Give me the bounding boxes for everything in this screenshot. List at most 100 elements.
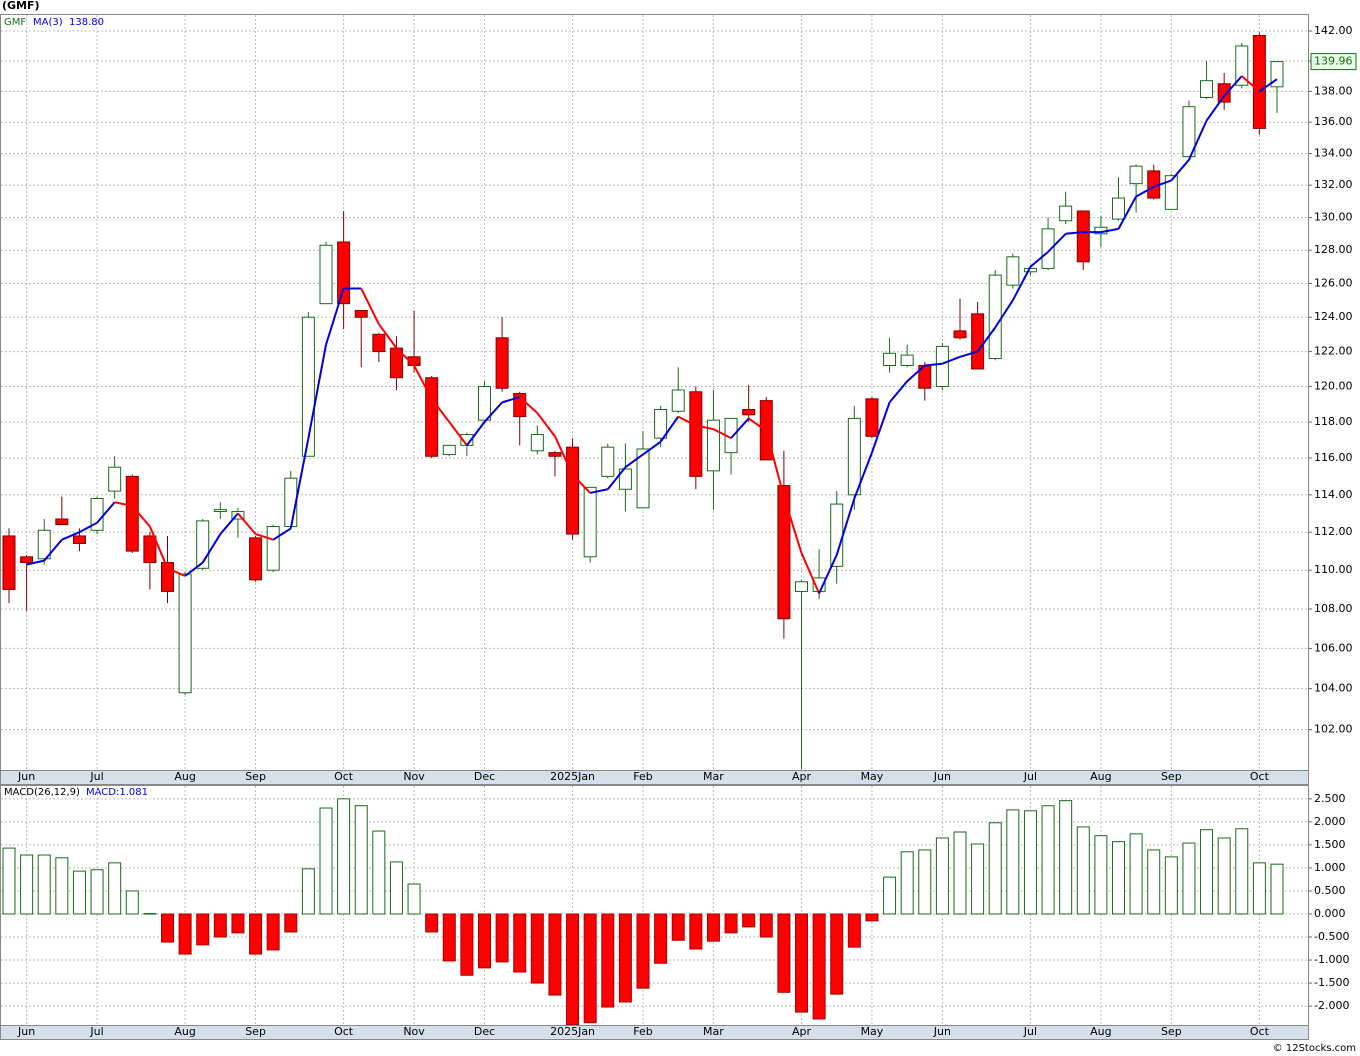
ma-line (1188, 120, 1208, 161)
macd-bar (442, 913, 456, 962)
candle-body (178, 573, 192, 694)
macd-bar (1164, 856, 1178, 915)
x-axis-strip (0, 1025, 1309, 1040)
ma-line (888, 380, 908, 404)
candle-body (777, 485, 791, 620)
ma-line (959, 350, 978, 358)
x-tick-label: Jul (1023, 1025, 1037, 1038)
ma-line (800, 552, 821, 594)
macd-bar (319, 807, 333, 915)
ma-line (43, 539, 63, 562)
y-tick-label: 1.000 (1314, 861, 1346, 874)
chart-title: (GMF) (2, 0, 40, 12)
ma-line (307, 344, 327, 439)
macd-bar (988, 822, 1002, 915)
macd-bar (777, 913, 791, 993)
macd-bar (301, 868, 315, 915)
candle-body (671, 389, 685, 412)
y-tick-label: 0.500 (1314, 884, 1346, 897)
macd-bar (1235, 828, 1249, 915)
legend-entry: MA(3) (33, 17, 63, 28)
macd-bar (90, 869, 104, 915)
ma-line (395, 347, 415, 367)
y-tick-label: 0.000 (1314, 907, 1346, 920)
macd-bar (1252, 862, 1266, 915)
y-tick-label: -1.000 (1314, 953, 1349, 966)
ma-line (730, 417, 750, 439)
candle-body (847, 417, 861, 496)
ma-line (853, 452, 873, 499)
candle-body (530, 434, 544, 452)
candle-body (1023, 267, 1037, 273)
macd-bar (460, 913, 474, 976)
candle-body (636, 448, 650, 509)
x-tick-label: Jul (1023, 770, 1037, 783)
x-tick-label: May (861, 770, 884, 783)
ma-line (765, 430, 785, 497)
macd-bar (812, 913, 826, 1020)
candle-body (354, 309, 368, 318)
ma-line (78, 521, 98, 534)
ma-line (1047, 233, 1067, 253)
x-tick-label: Sep (245, 770, 266, 783)
macd-bar (231, 913, 245, 934)
candle-body (953, 330, 967, 339)
x-tick-label: Aug (1090, 770, 1111, 783)
legend-value: MACD:1.081 (86, 787, 148, 798)
ma-line (1223, 75, 1243, 97)
macd-bar (918, 849, 932, 915)
candle-body (20, 556, 34, 564)
macd-bar (865, 913, 879, 922)
ma-line (201, 533, 222, 564)
candle-body (935, 345, 949, 387)
candle-body (548, 452, 562, 457)
macd-bar (971, 843, 985, 915)
candle-body (37, 529, 51, 560)
x-tick-label: Sep (1161, 770, 1182, 783)
macd-bar (337, 798, 351, 915)
macd-bar (178, 913, 192, 955)
candle-body (865, 398, 879, 437)
ma-line (942, 355, 961, 365)
x-tick-label: 2025Jan (550, 1025, 595, 1038)
x-tick-label: Oct (1250, 770, 1270, 783)
candle-body (1200, 80, 1214, 98)
candle-body (1041, 228, 1055, 269)
x-tick-label: Apr (792, 770, 812, 783)
macd-bar (1147, 849, 1161, 915)
ma-line (96, 501, 116, 524)
ma-line (26, 559, 45, 566)
y-tick-label: 126.00 (1314, 276, 1353, 289)
macd-bar (953, 831, 967, 915)
x-tick-label: Sep (245, 1025, 266, 1038)
y-tick-label: 110.00 (1314, 563, 1353, 576)
macd-bar (724, 913, 738, 934)
candle-body (266, 526, 280, 571)
x-tick-label: Jul (89, 1025, 103, 1038)
macd-bar (601, 913, 615, 1008)
ma-line (1241, 75, 1261, 93)
ma-line (289, 437, 310, 529)
macd-bar (72, 870, 86, 915)
y-tick-label: 106.00 (1314, 641, 1353, 654)
x-tick-label: Jun (933, 1025, 951, 1038)
ma-line (1117, 195, 1137, 230)
ma-line (237, 512, 257, 535)
macd-bar (1217, 837, 1231, 915)
macd-bar (530, 913, 544, 984)
ma-line (1029, 251, 1049, 268)
macd-bar (284, 913, 298, 933)
macd-bar (249, 913, 263, 955)
ma-line (748, 417, 767, 432)
x-tick-label: Aug (174, 1025, 195, 1038)
candle-body (1129, 165, 1143, 185)
candle-body (601, 446, 615, 477)
y-tick-label: 122.00 (1314, 345, 1353, 358)
macd-bar (1182, 842, 1196, 915)
macd-bar (389, 861, 403, 915)
macd-bar (55, 857, 69, 915)
macd-bar (1270, 863, 1284, 915)
macd-panel (0, 785, 1309, 1026)
x-tick-label: Mar (703, 1025, 724, 1038)
ma-line (782, 496, 803, 554)
